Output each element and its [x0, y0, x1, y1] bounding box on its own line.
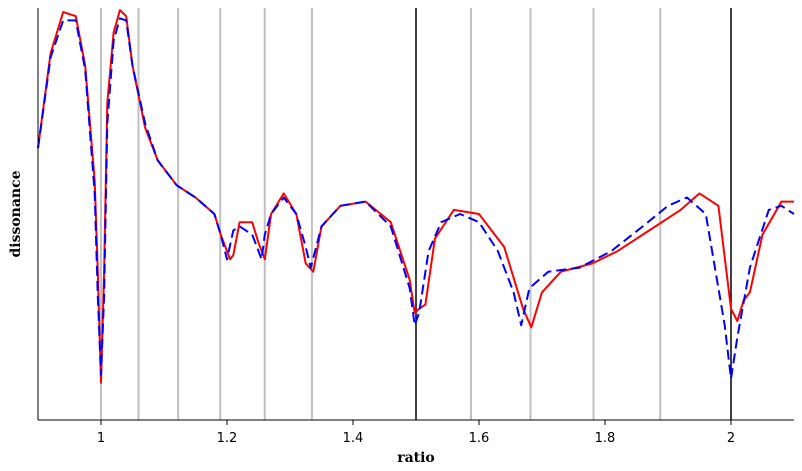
x-tick-label: 1.2	[217, 431, 238, 446]
dashed-series-line	[37, 17, 795, 380]
series-layer	[37, 9, 795, 384]
reference-lines	[100, 8, 732, 420]
x-tick-label: 1.6	[469, 431, 490, 446]
x-axis-title: ratio	[397, 450, 435, 466]
x-tick-label: 1.8	[595, 431, 616, 446]
x-tick-label: 1.4	[343, 431, 364, 446]
y-axis-title: dissonance	[8, 170, 24, 257]
x-tick-label: 2	[727, 431, 735, 446]
x-tick-label: 1	[97, 431, 105, 446]
axes	[37, 8, 794, 421]
x-ticks: 1 1.2 1.4 1.6 1.8 2	[97, 420, 735, 446]
